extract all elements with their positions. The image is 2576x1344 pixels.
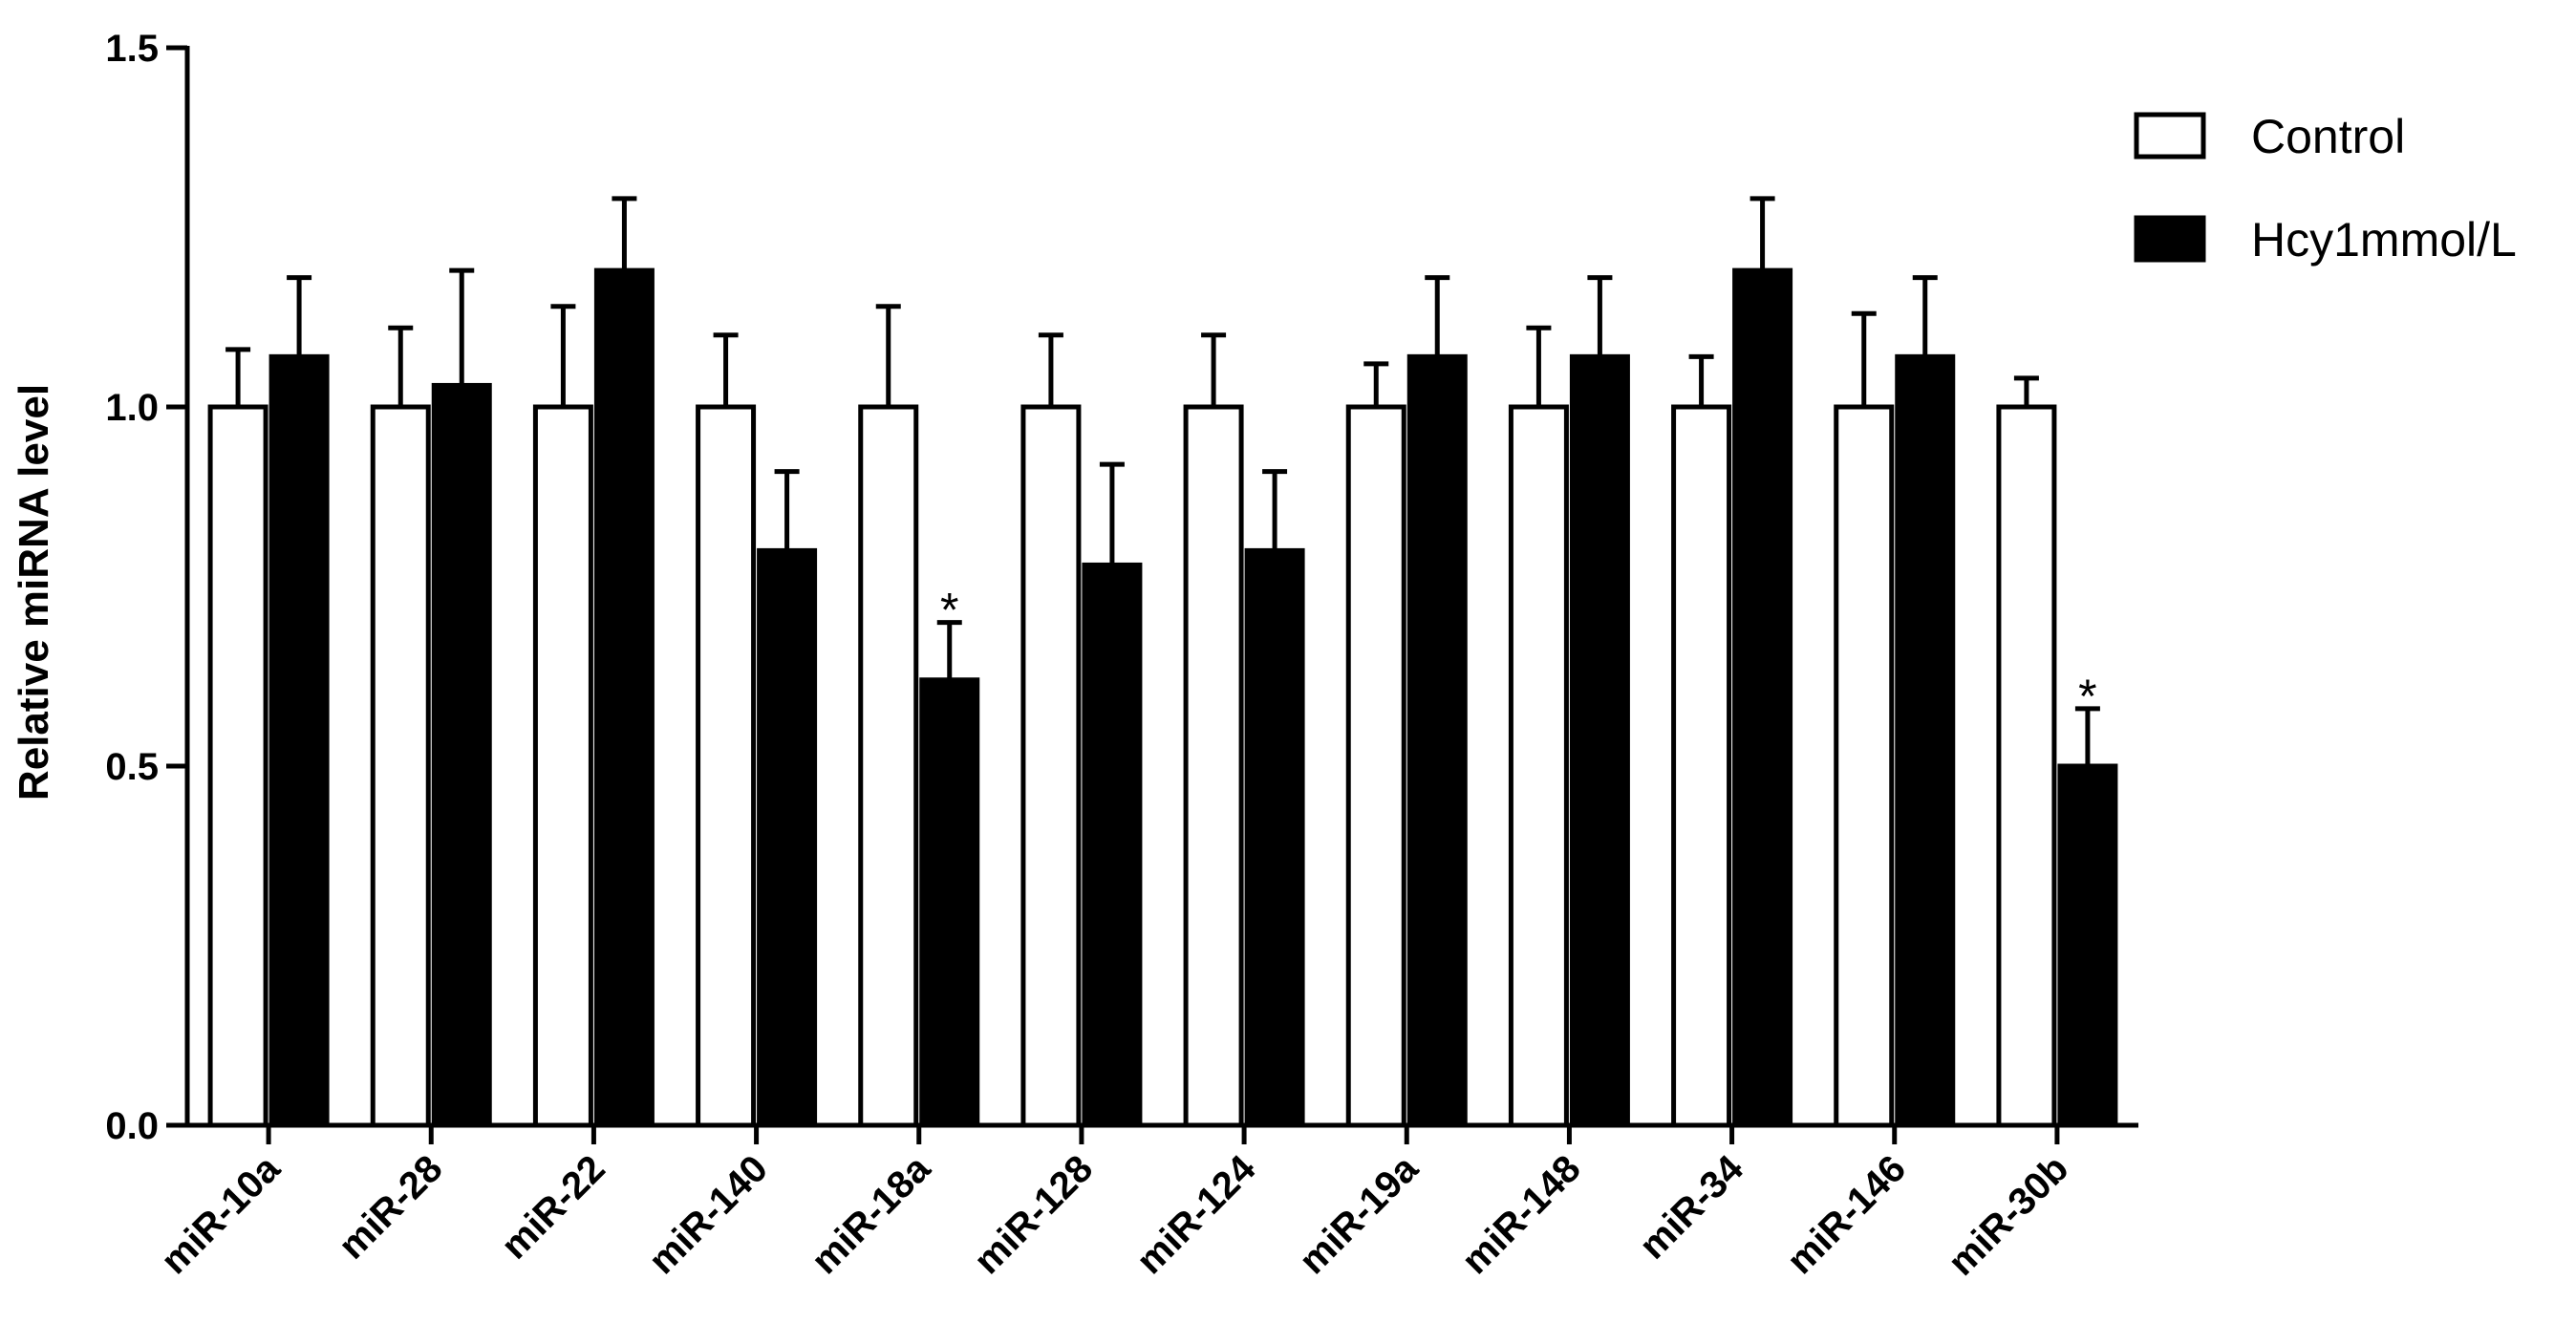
x-tick-label: miR-140 — [641, 1147, 776, 1282]
x-tick-label: miR-34 — [1632, 1147, 1752, 1268]
control-bar — [370, 404, 431, 1128]
control-bar — [1834, 404, 1895, 1128]
hcy-bar — [431, 382, 492, 1128]
x-tick-label: miR-28 — [331, 1147, 450, 1267]
hcy-bar — [268, 353, 330, 1128]
hcy-bar — [1082, 562, 1143, 1128]
hcy-bar — [1406, 353, 1468, 1128]
control-bar — [1508, 404, 1569, 1128]
x-tick-label: miR-146 — [1779, 1147, 1914, 1282]
hcy-bar — [1569, 353, 1630, 1128]
hcy-bar — [919, 677, 980, 1128]
x-tick-label: miR-19a — [1291, 1147, 1427, 1283]
y-tick-label: 0.5 — [105, 746, 159, 788]
x-tick-label: miR-148 — [1454, 1147, 1589, 1282]
y-axis-label: Relative miRNA level — [11, 384, 57, 800]
significance-asterisk: * — [940, 584, 958, 637]
hcy-bar — [1732, 267, 1793, 1128]
control-bar — [207, 404, 268, 1128]
x-tick-label: miR-128 — [966, 1147, 1101, 1282]
x-tick-label: miR-124 — [1128, 1147, 1264, 1283]
bars: ** — [207, 196, 2118, 1128]
hcy-bar — [1895, 353, 1956, 1128]
control-bar — [696, 404, 757, 1128]
control-bar — [1996, 404, 2057, 1128]
y-tick-label: 1.5 — [105, 28, 159, 70]
control-bar — [858, 404, 919, 1128]
x-tick-label: miR-18a — [804, 1147, 939, 1283]
control-bar — [532, 404, 593, 1128]
x-tick-label: miR-22 — [493, 1147, 612, 1267]
hcy-bar — [1244, 547, 1305, 1128]
y-tick-label: 0.0 — [105, 1105, 159, 1147]
legend-swatch — [2134, 112, 2206, 160]
legend: Control Hcy1mmol/L — [2134, 110, 2517, 267]
x-tick-label: miR-10a — [153, 1147, 289, 1283]
legend-label: Control — [2251, 110, 2405, 163]
y-tick-label: 1.0 — [105, 387, 159, 429]
legend-label: Hcy1mmol/L — [2251, 213, 2517, 267]
hcy-bar — [757, 547, 818, 1128]
control-bar — [1183, 404, 1244, 1128]
control-bar — [1671, 404, 1732, 1128]
x-tick-label: miR-30b — [1941, 1147, 2077, 1284]
control-bar — [1345, 404, 1406, 1128]
legend-swatch — [2134, 215, 2206, 263]
axes — [184, 46, 2138, 1128]
hcy-bar — [593, 267, 655, 1128]
control-bar — [1020, 404, 1082, 1128]
hcy-bar — [2057, 763, 2118, 1128]
significance-asterisk: * — [2078, 670, 2096, 723]
